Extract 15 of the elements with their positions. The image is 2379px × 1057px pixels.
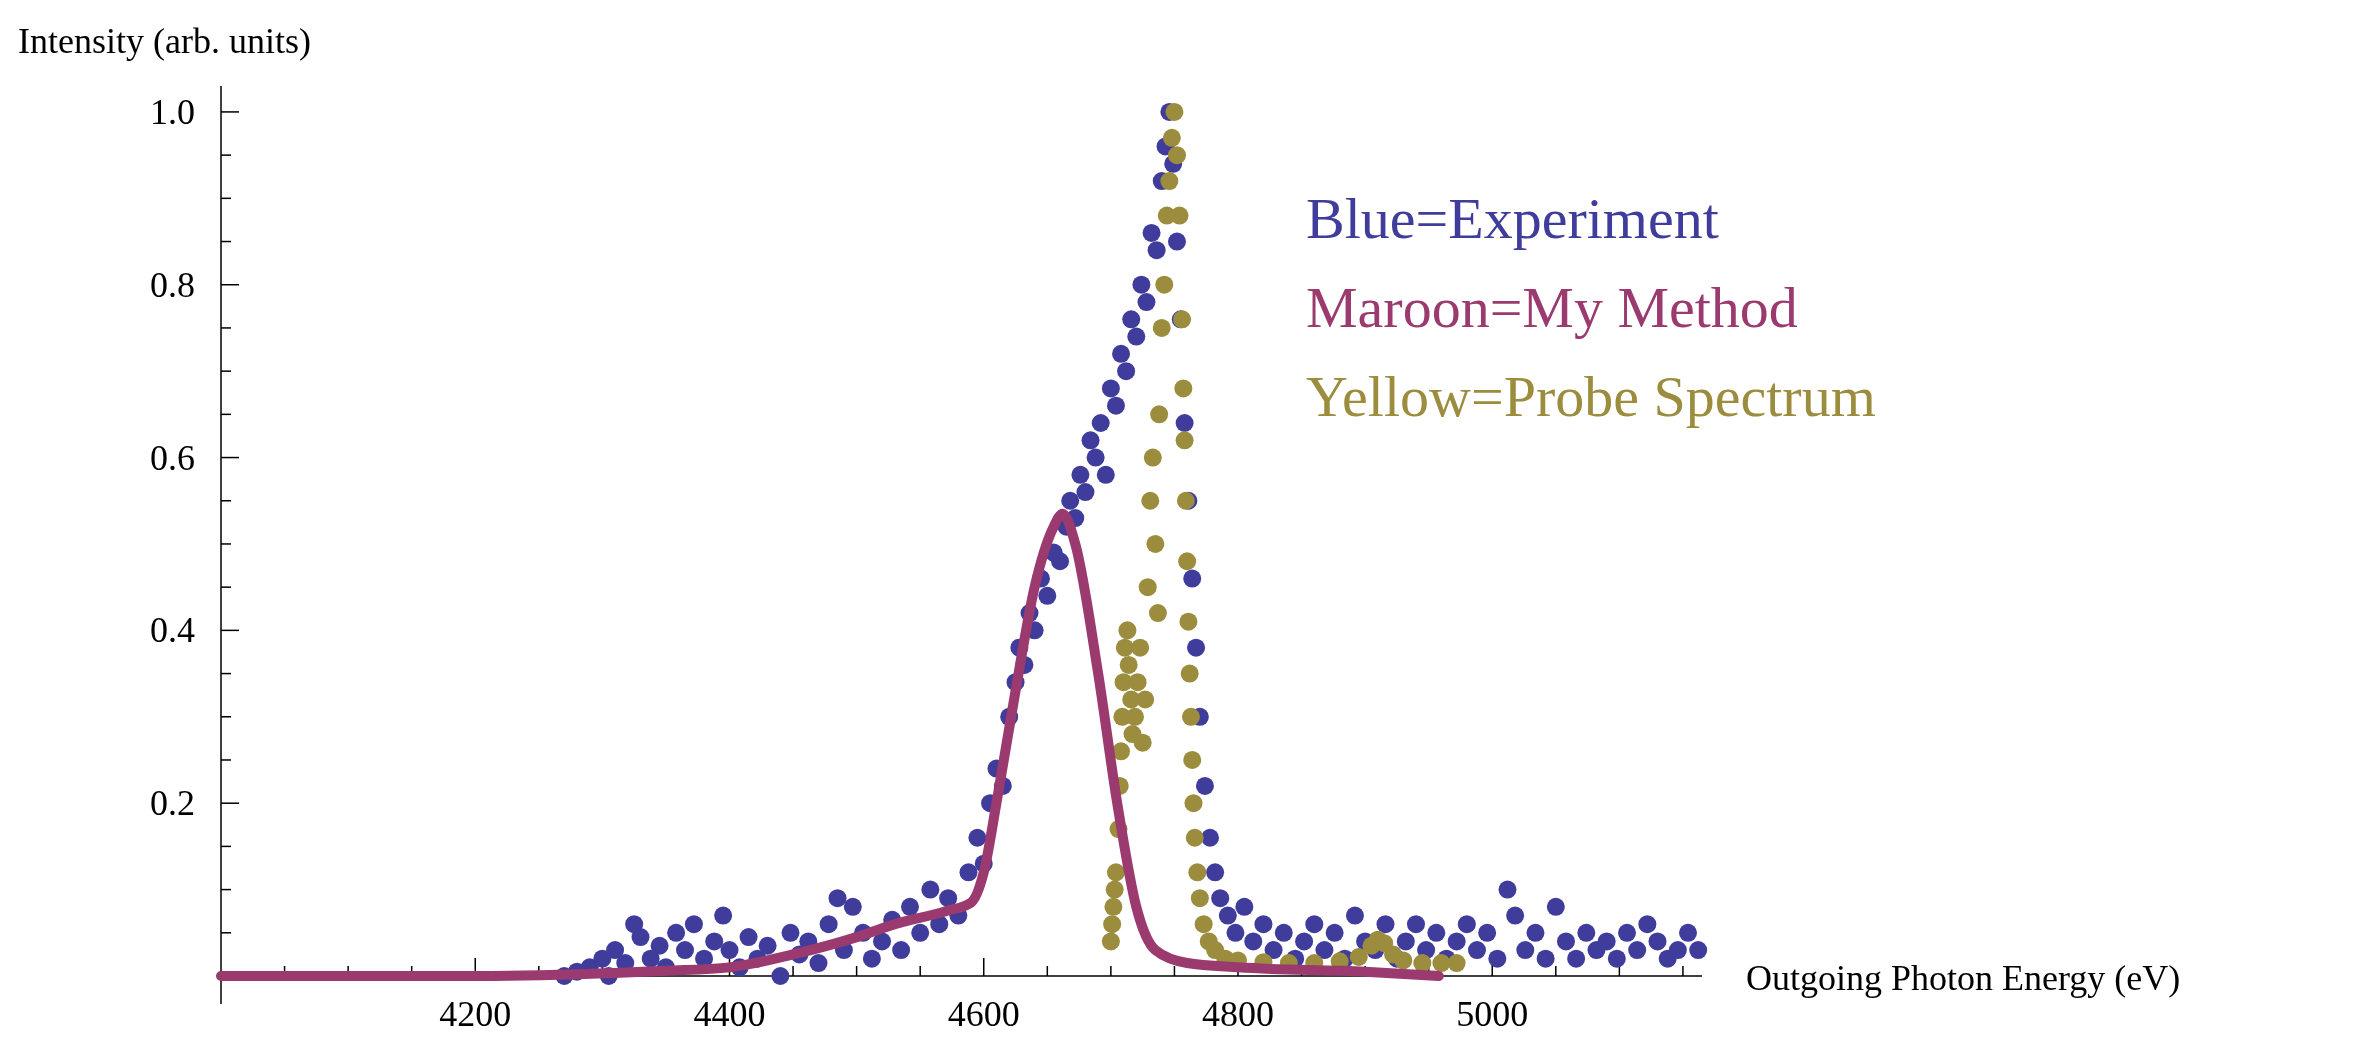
y-tick-label: 0.6 xyxy=(150,437,195,478)
y-tick-label: 0.4 xyxy=(150,610,195,651)
x-tick-label: 5000 xyxy=(1456,994,1529,1034)
y-tick-label: 0.8 xyxy=(150,264,195,305)
x-axis-title: Outgoing Photon Energy (eV) xyxy=(1746,958,2181,998)
x-tick-label: 4400 xyxy=(693,994,766,1034)
series-label: Yellow=Probe Spectrum xyxy=(1306,364,1876,429)
text: Maroon=My Method xyxy=(1306,275,1798,340)
y-tick-label: 0.2 xyxy=(150,783,195,824)
text: Blue=Experiment xyxy=(1306,186,1719,251)
y-tick-label: 1.0 xyxy=(150,91,195,132)
x-tick-label: 4800 xyxy=(1202,994,1274,1034)
y-axis-title: Intensity (arb. units) xyxy=(18,21,311,61)
x-tick-label: 4200 xyxy=(439,994,512,1034)
x-tick-label: 4600 xyxy=(947,994,1020,1034)
